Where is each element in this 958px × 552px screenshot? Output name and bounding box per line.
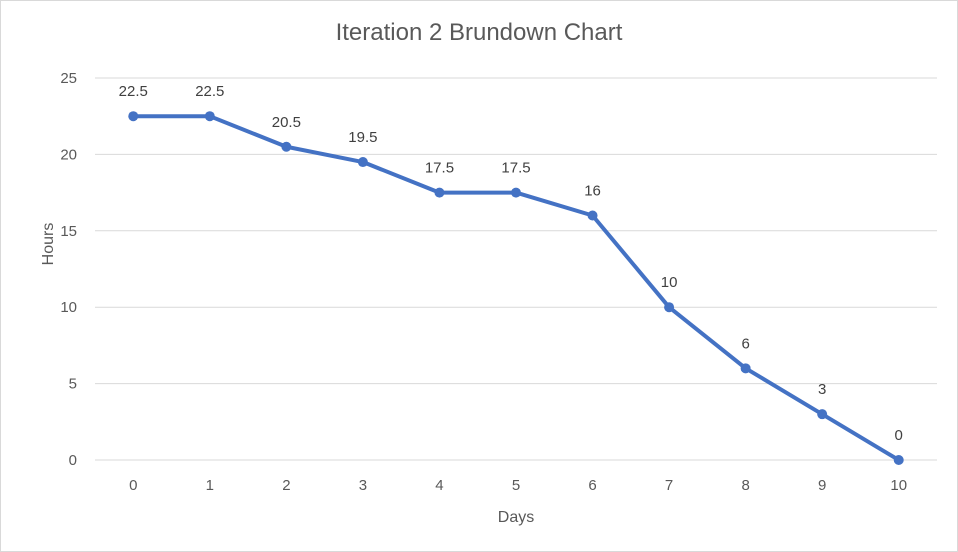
data-labels: 22.5 22.5 20.5 19.5 17.5 17.5 16 10 6 3 0 (119, 83, 903, 444)
y-tick-label: 20 (60, 146, 77, 163)
chart-title: Iteration 2 Brundown Chart (335, 19, 623, 46)
data-label: 22.5 (119, 83, 148, 100)
x-tick-label: 2 (282, 477, 290, 494)
data-label: 0 (895, 427, 903, 444)
data-label: 6 (741, 335, 749, 352)
x-tick-label: 6 (588, 477, 596, 494)
data-point (664, 302, 675, 313)
x-tick-label: 1 (206, 477, 214, 494)
data-label: 17.5 (501, 160, 530, 177)
x-tick-label: 9 (818, 477, 826, 494)
data-point (281, 141, 292, 152)
x-tick-labels: 0 1 2 3 4 5 6 7 8 9 10 (129, 477, 907, 494)
data-point (817, 409, 828, 420)
data-label: 20.5 (272, 114, 301, 131)
data-points (128, 111, 904, 465)
y-tick-labels: 0 5 10 15 20 25 (60, 70, 77, 469)
data-point (434, 187, 445, 198)
data-label: 19.5 (348, 129, 377, 146)
x-tick-label: 10 (890, 477, 907, 494)
data-point (587, 210, 598, 221)
x-tick-label: 7 (665, 477, 673, 494)
data-point (204, 111, 215, 122)
x-tick-label: 4 (435, 477, 443, 494)
data-point (357, 157, 368, 168)
x-axis-title: Days (498, 509, 534, 526)
y-tick-label: 25 (60, 70, 77, 87)
y-axis-title: Hours (40, 223, 57, 266)
x-tick-label: 0 (129, 477, 137, 494)
data-label: 3 (818, 381, 826, 398)
x-tick-label: 8 (741, 477, 749, 494)
data-label: 16 (584, 183, 601, 200)
y-tick-label: 15 (60, 223, 77, 240)
data-point (128, 111, 139, 122)
data-label: 10 (661, 274, 678, 291)
grid-lines (95, 77, 937, 461)
data-point (893, 455, 904, 465)
y-tick-label: 10 (60, 299, 77, 316)
y-tick-label: 5 (69, 376, 77, 393)
y-tick-label: 0 (69, 452, 77, 469)
data-label: 22.5 (195, 83, 224, 100)
data-point (740, 363, 751, 374)
data-label: 17.5 (425, 160, 454, 177)
x-tick-label: 5 (512, 477, 520, 494)
data-point (511, 187, 521, 198)
x-tick-label: 3 (359, 477, 367, 494)
